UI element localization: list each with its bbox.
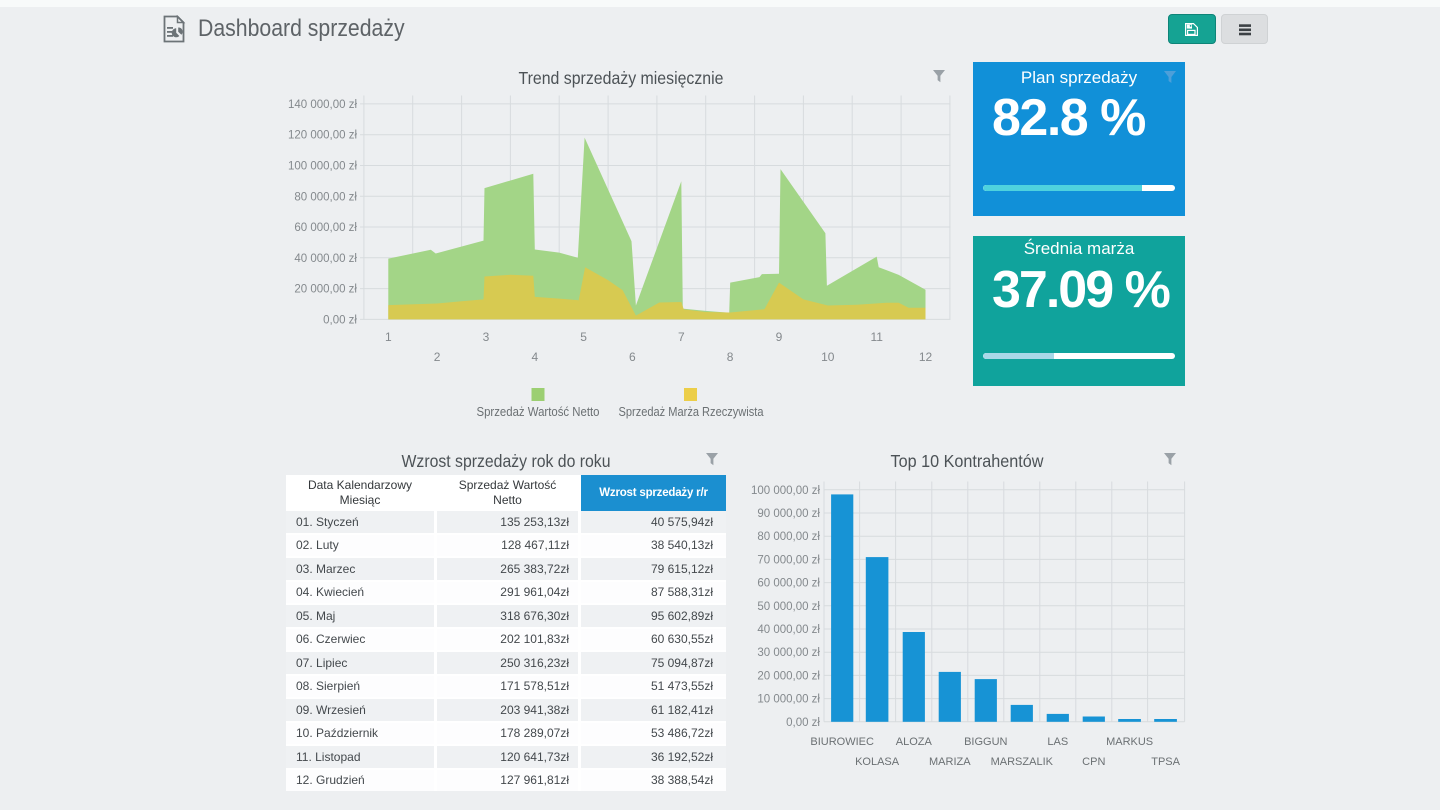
svg-text:12: 12 xyxy=(919,350,933,364)
svg-text:ALOZA: ALOZA xyxy=(896,736,933,748)
svg-text:20 000,00 zł: 20 000,00 zł xyxy=(757,670,820,682)
svg-text:40 000,00 zł: 40 000,00 zł xyxy=(294,253,357,265)
svg-text:LAS: LAS xyxy=(1047,736,1068,748)
svg-text:4: 4 xyxy=(531,350,538,364)
svg-text:1: 1 xyxy=(385,330,392,344)
svg-text:0,00 zł: 0,00 zł xyxy=(323,314,357,326)
svg-text:5: 5 xyxy=(580,330,587,344)
svg-text:60 000,00 zł: 60 000,00 zł xyxy=(294,222,357,234)
svg-text:80 000,00 zł: 80 000,00 zł xyxy=(294,191,357,203)
svg-text:2: 2 xyxy=(434,350,441,364)
svg-text:100 000,00 zł: 100 000,00 zł xyxy=(751,485,821,497)
svg-text:BIUROWIEC: BIUROWIEC xyxy=(810,736,874,748)
svg-text:CPN: CPN xyxy=(1082,756,1105,768)
svg-text:MARIZA: MARIZA xyxy=(929,756,971,768)
svg-text:Top 10 Kontrahentów: Top 10 Kontrahentów xyxy=(891,451,1044,471)
svg-text:3: 3 xyxy=(483,330,490,344)
svg-text:50 000,00 zł: 50 000,00 zł xyxy=(757,601,820,613)
svg-text:8: 8 xyxy=(727,350,734,364)
svg-text:TPSA: TPSA xyxy=(1151,756,1180,768)
svg-text:10: 10 xyxy=(821,350,835,364)
svg-text:KOLASA: KOLASA xyxy=(855,756,900,768)
svg-text:60 000,00 zł: 60 000,00 zł xyxy=(757,578,820,590)
svg-text:Sprzedaż Wartość Netto: Sprzedaż Wartość Netto xyxy=(477,405,600,419)
svg-text:20 000,00 zł: 20 000,00 zł xyxy=(294,284,357,296)
svg-text:MARKUS: MARKUS xyxy=(1106,736,1153,748)
svg-text:120 000,00 zł: 120 000,00 zł xyxy=(288,130,358,142)
svg-text:11: 11 xyxy=(870,330,883,344)
svg-text:BIGGUN: BIGGUN xyxy=(964,736,1007,748)
svg-text:80 000,00 zł: 80 000,00 zł xyxy=(757,531,820,543)
svg-text:Trend sprzedaży miesięcznie: Trend sprzedaży miesięcznie xyxy=(519,68,724,88)
svg-text:140 000,00 zł: 140 000,00 zł xyxy=(288,99,358,111)
svg-text:10 000,00 zł: 10 000,00 zł xyxy=(757,694,820,706)
svg-text:30 000,00 zł: 30 000,00 zł xyxy=(757,647,820,659)
svg-text:Wzrost sprzedaży rok do roku: Wzrost sprzedaży rok do roku xyxy=(402,451,611,471)
svg-text:9: 9 xyxy=(776,330,783,344)
svg-text:6: 6 xyxy=(629,350,636,364)
svg-text:100 000,00 zł: 100 000,00 zł xyxy=(288,161,358,173)
svg-text:MARSZALIK: MARSZALIK xyxy=(991,756,1054,768)
svg-text:70 000,00 zł: 70 000,00 zł xyxy=(757,554,820,566)
svg-text:0,00 zł: 0,00 zł xyxy=(786,717,820,729)
svg-text:Sprzedaż Marża Rzeczywista: Sprzedaż Marża Rzeczywista xyxy=(619,405,764,419)
svg-text:7: 7 xyxy=(678,330,685,344)
svg-text:90 000,00 zł: 90 000,00 zł xyxy=(757,508,820,520)
svg-text:40 000,00 zł: 40 000,00 zł xyxy=(757,624,820,636)
